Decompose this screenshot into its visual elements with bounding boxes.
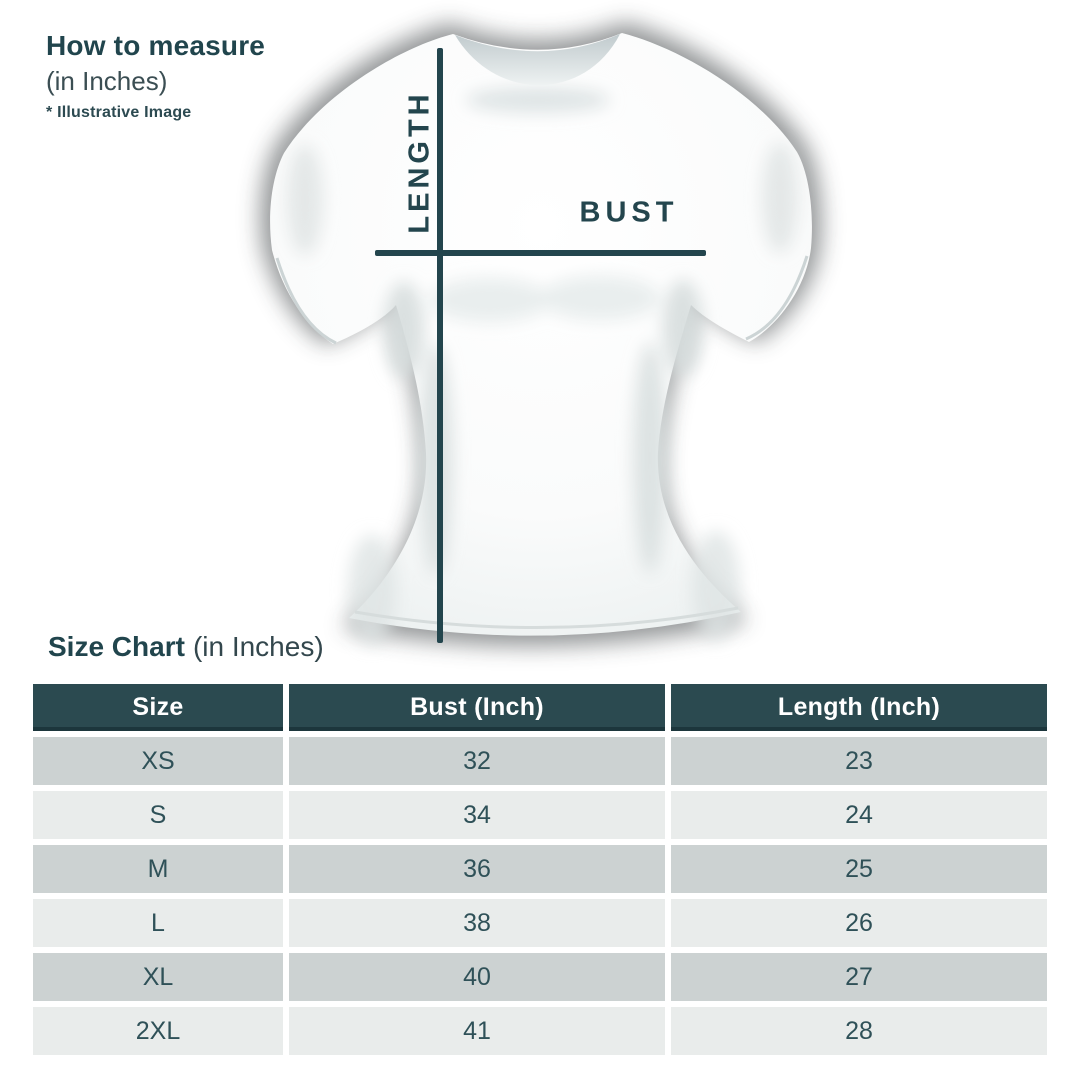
size-cell: 2XL [33,1007,283,1055]
length-cell: 24 [671,791,1047,839]
tshirt-body [270,33,812,636]
table-header-row: Size Bust (Inch) Length (Inch) [33,684,1047,731]
tshirt-svg [260,22,822,646]
length-label: LENGTH [403,90,436,234]
length-line [437,48,443,643]
size-table: Size Bust (Inch) Length (Inch) XS 32 23 S 34… [33,684,1047,1055]
size-chart-heading: Size Chart (in Inches) [48,631,324,663]
how-to-measure-title: How to measure [46,30,266,61]
length-cell: 23 [671,737,1047,785]
length-cell: 27 [671,953,1047,1001]
size-cell: XL [33,953,283,1001]
size-chart-subtitle: (in Inches) [192,631,324,662]
how-to-measure-subtitle: (in Inches) [46,66,168,97]
tshirt-illustration: LENGTH BUST [260,22,822,646]
size-cell: S [33,791,283,839]
table-row: L 38 26 [33,899,1047,947]
table-row: 2XL 41 28 [33,1007,1047,1055]
seam-lines [275,255,809,630]
table-row: XL 40 27 [33,953,1047,1001]
column-header-bust: Bust (Inch) [289,684,665,731]
bust-label: BUST [579,196,679,229]
length-cell: 25 [671,845,1047,893]
length-cell: 26 [671,899,1047,947]
bust-cell: 36 [289,845,665,893]
table-row: M 36 25 [33,845,1047,893]
illustrative-image-note: * Illustrative Image [46,104,192,122]
table-row: S 34 24 [33,791,1047,839]
bust-cell: 34 [289,791,665,839]
bust-cell: 40 [289,953,665,1001]
length-cell: 28 [671,1007,1047,1055]
fabric-shading [287,87,798,645]
bust-cell: 32 [289,737,665,785]
size-cell: XS [33,737,283,785]
table-row: XS 32 23 [33,737,1047,785]
bust-cell: 41 [289,1007,665,1055]
how-to-measure-block: How to measure (in Inches) * Illustrativ… [46,30,265,122]
bust-line [375,250,706,256]
column-header-size: Size [33,684,283,731]
size-cell: M [33,845,283,893]
column-header-length: Length (Inch) [671,684,1047,731]
bust-cell: 38 [289,899,665,947]
size-cell: L [33,899,283,947]
size-chart-title: Size Chart [48,631,185,662]
collar [455,34,620,86]
